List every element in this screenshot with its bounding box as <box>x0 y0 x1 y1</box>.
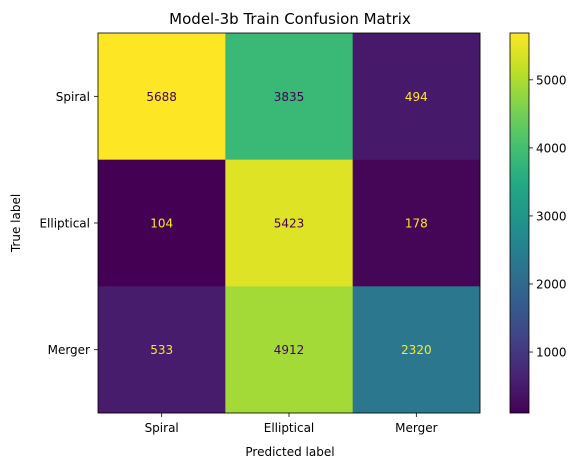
cell-value-label: 4912 <box>274 343 305 357</box>
cell-value-label: 494 <box>405 90 428 104</box>
matrix-cell <box>225 159 353 287</box>
colorbar-ticks: 1000 2000 3000 4000 5000 <box>529 73 567 360</box>
cell-value-label: 533 <box>150 343 173 357</box>
matrix-cell <box>225 33 353 160</box>
matrix-cell <box>352 286 481 414</box>
x-tick-label: Elliptical <box>264 421 315 435</box>
y-axis-ticks: Spiral Elliptical Merger <box>39 90 98 357</box>
y-tick-label: Elliptical <box>39 217 90 231</box>
y-tick-label: Spiral <box>56 90 90 104</box>
colorbar <box>509 32 530 414</box>
x-axis-ticks: Spiral Elliptical Merger <box>145 413 438 435</box>
x-tick-label: Merger <box>395 421 437 435</box>
y-axis-label: True label <box>9 194 23 253</box>
x-axis-label: Predicted label <box>245 445 334 459</box>
cell-value-label: 5423 <box>274 217 305 231</box>
cell-value-label: 2320 <box>401 343 432 357</box>
colorbar-tick-label: 2000 <box>536 277 567 291</box>
cell-value-label: 5688 <box>146 90 177 104</box>
matrix-cells <box>98 33 481 414</box>
cell-value-labels: 5688 3835 494 104 5423 178 533 4912 2320 <box>146 90 431 357</box>
y-tick-label: Merger <box>48 343 90 357</box>
colorbar-tick-label: 3000 <box>536 209 567 223</box>
matrix-cell <box>225 286 353 414</box>
matrix-cell <box>98 159 226 287</box>
cell-value-label: 104 <box>150 217 173 231</box>
colorbar-tick-label: 5000 <box>536 73 567 87</box>
matrix-cell <box>98 33 226 160</box>
chart-title: Model-3b Train Confusion Matrix <box>169 10 411 28</box>
matrix-cell <box>352 159 481 287</box>
colorbar-tick-label: 4000 <box>536 141 567 155</box>
cell-value-label: 178 <box>405 217 428 231</box>
x-tick-label: Spiral <box>145 421 179 435</box>
cell-value-label: 3835 <box>274 90 305 104</box>
matrix-cell <box>98 286 226 414</box>
colorbar-tick-label: 1000 <box>536 346 567 360</box>
matrix-cell <box>352 33 481 160</box>
